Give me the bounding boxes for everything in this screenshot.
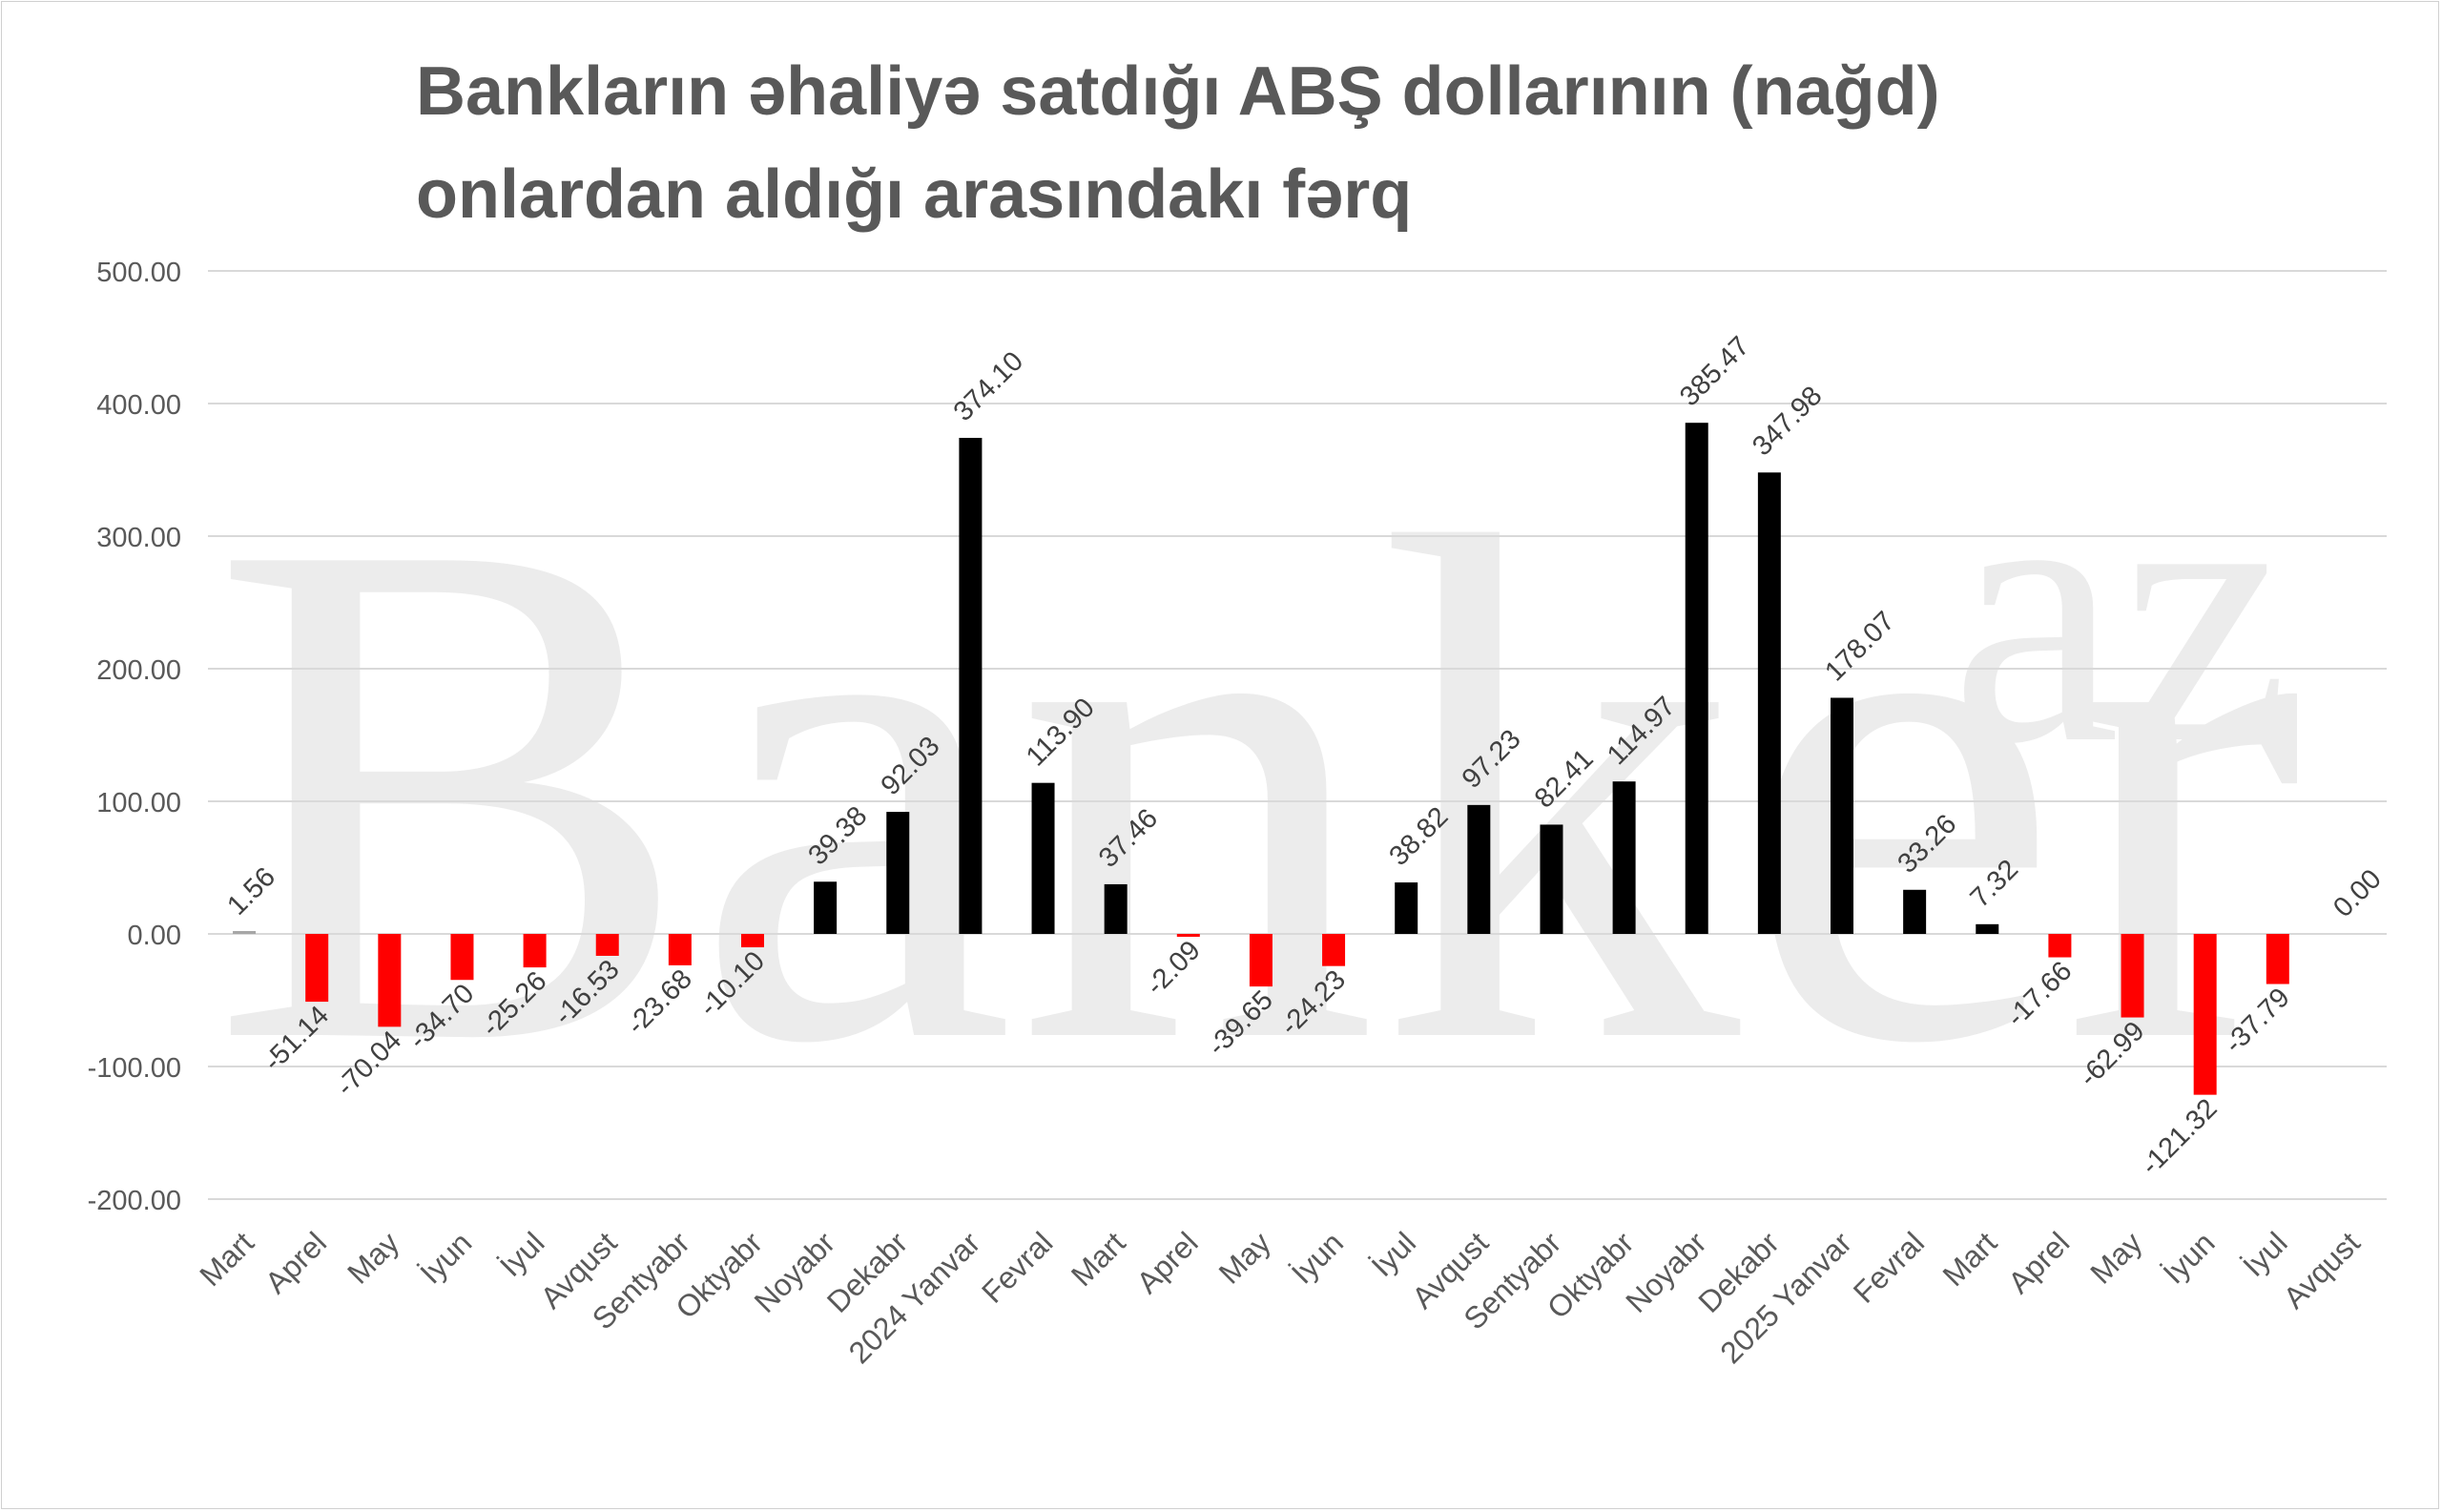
x-tick-label: Avqust — [2277, 1225, 2367, 1315]
bars — [233, 423, 2289, 1095]
bar — [2193, 934, 2217, 1095]
bar — [1976, 923, 1999, 934]
bar — [1322, 934, 1346, 966]
x-tick-label: Aprel — [259, 1225, 333, 1299]
chart-title: Bankların əhaliyə satdığı ABŞ dollarının… — [416, 40, 2133, 246]
bar — [1685, 423, 1708, 935]
y-tick-label: 400.00 — [96, 390, 181, 421]
bar — [305, 934, 329, 1003]
x-tick-label: Noyabr — [1619, 1225, 1713, 1319]
bar — [378, 934, 402, 1027]
bar — [1395, 882, 1418, 934]
x-tick-label: Aprel — [2001, 1225, 2076, 1299]
bar — [1176, 934, 1200, 937]
bar — [523, 934, 547, 968]
x-tick-label: İyun — [1285, 1225, 1350, 1290]
bar — [959, 438, 983, 935]
y-tick-label: 200.00 — [96, 655, 181, 686]
gridlines — [208, 270, 2387, 1200]
x-tick-label: Fevral — [1847, 1225, 1931, 1309]
bar — [450, 934, 474, 981]
y-tick-label: -200.00 — [88, 1186, 181, 1216]
bar — [886, 812, 910, 934]
bar — [233, 931, 257, 934]
bar — [1249, 934, 1273, 987]
x-tick-label: May — [341, 1225, 405, 1290]
x-tick-label: Mart — [1065, 1225, 1132, 1293]
x-tick-label: İyul — [493, 1225, 551, 1283]
bar — [1031, 782, 1055, 934]
bar — [595, 934, 619, 956]
bar — [1104, 883, 1128, 934]
watermark-text: Banker — [210, 390, 2304, 1192]
y-tick-label: 100.00 — [96, 788, 181, 818]
y-tick-label: -100.00 — [88, 1053, 181, 1084]
chart-title-line-2: onlardan aldığı arasındakı fərq — [416, 156, 1413, 233]
y-tick-label: 0.00 — [128, 921, 181, 951]
y-tick-label: 500.00 — [96, 258, 181, 288]
bar — [1757, 472, 1781, 934]
bar — [668, 934, 692, 965]
watermark-suffix: az — [1951, 400, 2289, 822]
x-tick-label: Mart — [1936, 1225, 2004, 1293]
bar — [814, 881, 838, 934]
bar — [741, 934, 764, 948]
x-tick-label: Mart — [193, 1225, 260, 1293]
x-tick-label: İyun — [413, 1225, 478, 1290]
bar — [2266, 934, 2289, 984]
x-tick-label: Aprel — [1129, 1225, 1204, 1299]
bar — [2048, 934, 2072, 958]
bar — [1903, 889, 1927, 934]
bar — [2121, 934, 2144, 1018]
x-tick-label: Fevral — [975, 1225, 1059, 1309]
chart-title-line-1: Bankların əhaliyə satdığı ABŞ dollarının… — [416, 53, 1940, 130]
x-tick-label: İyul — [1364, 1225, 1422, 1283]
x-tick-label: İyul — [2236, 1225, 2294, 1283]
data-label: 0.00 — [2328, 863, 2388, 923]
x-tick-label: May — [2083, 1225, 2148, 1290]
bar — [1612, 781, 1636, 934]
x-tick-label: May — [1212, 1225, 1277, 1290]
y-tick-label: 300.00 — [96, 523, 181, 553]
bar — [1831, 697, 1853, 934]
y-axis-ticks: 500.00 400.00 300.00 200.00 100.00 0.00 -100.0… — [88, 258, 181, 1216]
x-tick-label: İyun — [2156, 1225, 2221, 1290]
x-tick-label: Noyabr — [748, 1225, 842, 1319]
bar — [1540, 824, 1563, 934]
bar — [1467, 804, 1491, 934]
